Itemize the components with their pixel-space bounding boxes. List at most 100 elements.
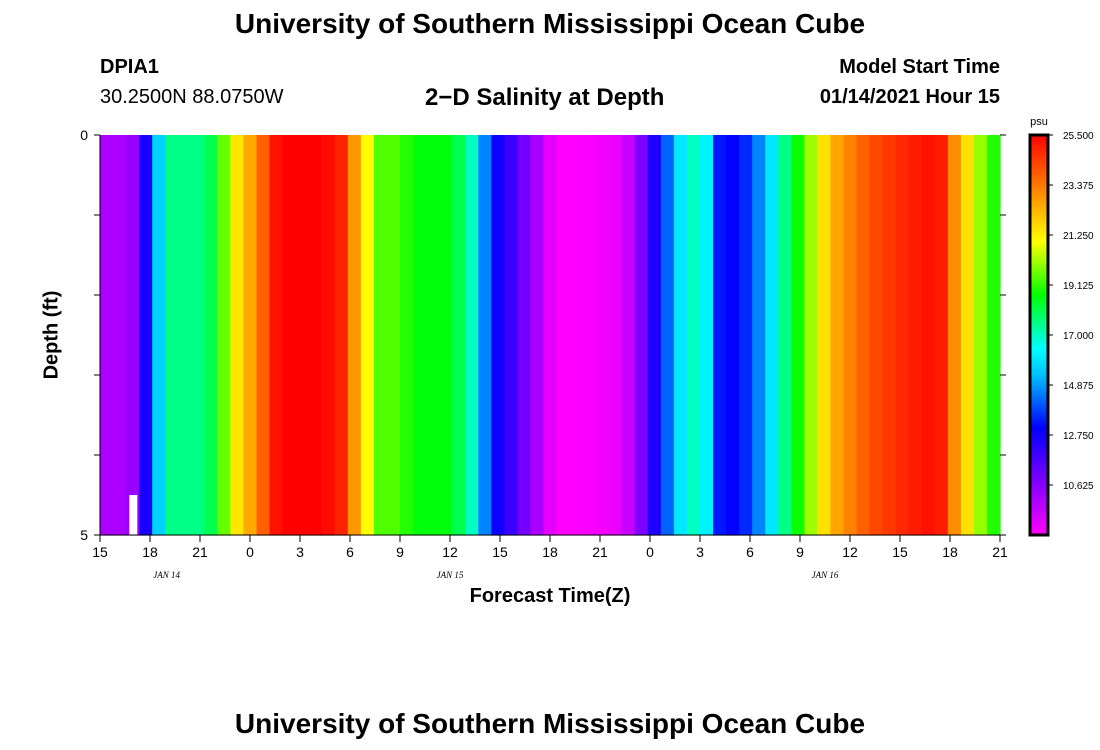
heatmap-cell xyxy=(452,255,466,296)
heatmap-cell xyxy=(204,495,218,536)
heatmap-cell xyxy=(582,175,597,216)
heatmap-cell xyxy=(295,335,310,376)
heatmap-cell xyxy=(921,215,936,256)
heatmap-cell xyxy=(739,135,753,176)
heatmap-cell xyxy=(621,335,636,376)
heatmap-cell xyxy=(308,335,323,376)
heatmap-cell xyxy=(165,335,179,376)
heatmap-cell xyxy=(973,455,988,496)
heatmap-cell xyxy=(386,375,401,416)
heatmap-cell xyxy=(608,135,623,176)
heatmap-cell xyxy=(973,295,988,336)
heatmap-cell xyxy=(647,375,662,416)
heatmap-cell xyxy=(843,215,858,256)
heatmap-cell xyxy=(921,335,936,376)
heatmap-cell xyxy=(921,455,936,496)
heatmap-cell xyxy=(139,455,153,496)
heatmap-cell xyxy=(582,295,597,336)
heatmap-cell xyxy=(491,415,505,456)
heatmap-cell xyxy=(452,335,466,376)
colorbar: psu 25.500 23.375 21.250 19.125 17.000 14.875 1… xyxy=(1028,116,1094,537)
heatmap-cell xyxy=(752,175,766,216)
heatmap-cell xyxy=(673,335,688,376)
heatmap-cell xyxy=(830,455,845,496)
heatmap-cell xyxy=(100,335,114,376)
heatmap-cell xyxy=(739,495,753,536)
heatmap-cell xyxy=(204,135,218,176)
heatmap-cell xyxy=(100,375,114,416)
heatmap-cell xyxy=(934,135,949,176)
heatmap-cell xyxy=(791,135,805,176)
heatmap-cell xyxy=(165,375,179,416)
heatmap-cell xyxy=(765,255,779,296)
heatmap-cell xyxy=(113,495,127,536)
heatmap-cell xyxy=(360,215,375,256)
heatmap-cell xyxy=(204,415,218,456)
heatmap-cell xyxy=(582,375,597,416)
heatmap-cell xyxy=(334,455,349,496)
heatmap-cell xyxy=(178,135,192,176)
heatmap-cell xyxy=(673,495,688,536)
heatmap-cell xyxy=(113,215,127,256)
heatmap-cell xyxy=(126,335,140,376)
heatmap-cell xyxy=(778,335,792,376)
heatmap-cell xyxy=(373,415,388,456)
heatmap-cell xyxy=(660,415,675,456)
heatmap-cell xyxy=(713,455,727,496)
heatmap-cell xyxy=(752,455,766,496)
heatmap-cell xyxy=(934,215,949,256)
heatmap-cell xyxy=(517,215,532,256)
heatmap-cell xyxy=(843,135,858,176)
x-tick-label: 15 xyxy=(892,544,908,560)
heatmap-cell xyxy=(413,175,427,216)
heatmap-cell xyxy=(334,495,349,536)
heatmap-cell xyxy=(204,215,218,256)
heatmap-cell xyxy=(243,215,258,256)
heatmap-cell xyxy=(139,175,153,216)
heatmap-cell xyxy=(569,495,584,536)
heatmap-cell xyxy=(817,255,832,296)
heatmap-cell xyxy=(139,335,153,376)
heatmap-cell xyxy=(360,175,375,216)
heatmap-cell xyxy=(869,375,884,416)
heatmap-cell xyxy=(621,375,636,416)
heatmap-cell xyxy=(360,415,375,456)
heatmap-cell xyxy=(139,215,153,256)
heatmap-cell xyxy=(295,455,310,496)
heatmap-cell xyxy=(673,415,688,456)
heatmap-cell xyxy=(465,335,479,376)
heatmap-cell xyxy=(752,295,766,336)
heatmap-cell xyxy=(647,255,662,296)
heatmap-cell xyxy=(386,495,401,536)
heatmap-cell xyxy=(191,495,205,536)
heatmap-cell xyxy=(556,415,571,456)
heatmap-cell xyxy=(569,255,584,296)
heatmap-cell xyxy=(804,455,818,496)
heatmap-cell xyxy=(543,135,558,176)
heatmap-cell xyxy=(947,415,962,456)
heatmap-cell xyxy=(830,495,845,536)
heatmap-cell xyxy=(804,335,818,376)
heatmap-cell xyxy=(165,215,179,256)
heatmap-cell xyxy=(178,255,192,296)
heatmap-cell xyxy=(256,255,271,296)
heatmap-cell xyxy=(595,415,610,456)
heatmap-cell xyxy=(986,335,1001,376)
heatmap-cell xyxy=(869,135,884,176)
heatmap-cell xyxy=(178,495,192,536)
heatmap-cell xyxy=(308,415,323,456)
heatmap-cell xyxy=(569,295,584,336)
heatmap-cell xyxy=(178,415,192,456)
heatmap-cell xyxy=(204,375,218,416)
heatmap-cell xyxy=(256,215,271,256)
heatmap-cell xyxy=(660,175,675,216)
heatmap-cell xyxy=(439,415,453,456)
heatmap-cell xyxy=(973,135,988,176)
heatmap-cell xyxy=(869,495,884,536)
heatmap-cell xyxy=(960,415,975,456)
heatmap-cell xyxy=(765,455,779,496)
heatmap-cell xyxy=(321,455,336,496)
heatmap-cell xyxy=(126,455,140,496)
heatmap-cell xyxy=(504,375,518,416)
heatmap-cell xyxy=(334,375,349,416)
